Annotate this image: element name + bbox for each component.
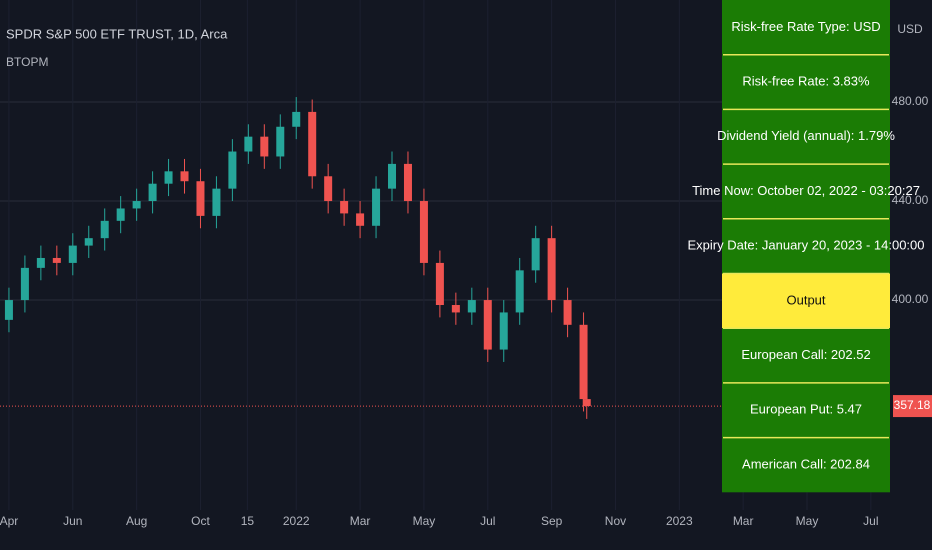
table-text: European Put: 5.47 [750, 402, 862, 417]
candle-body [260, 136, 269, 157]
candle-body [36, 257, 45, 268]
y-tick-label: 400.00 [892, 292, 929, 306]
table-cell [722, 109, 890, 165]
table-cell [722, 437, 890, 493]
chart-title: SPDR S&P 500 ETF TRUST, 1D, Arca [6, 26, 228, 41]
table-cell [722, 54, 890, 110]
x-tick-label: 15 [241, 514, 255, 528]
table-text: Risk-free Rate: 3.83% [742, 73, 870, 88]
table-text: Output [786, 292, 825, 307]
candle-body [579, 324, 588, 400]
table-cell [722, 218, 890, 274]
candle-body [212, 188, 221, 216]
x-tick-label: Apr [0, 514, 18, 528]
candle-body [68, 245, 77, 263]
candle-body [84, 238, 93, 246]
x-tick-label: May [796, 514, 819, 528]
table-cell [722, 273, 890, 329]
candle-body [467, 300, 476, 313]
candle-body [419, 201, 428, 263]
candle-body [4, 300, 13, 320]
table-text: Dividend Yield (annual): 1.79% [717, 128, 895, 143]
candle-body [483, 300, 492, 350]
candle-body [100, 220, 109, 239]
table-text: American Call: 202.84 [742, 456, 870, 471]
candle-body [244, 136, 253, 152]
x-tick-label: 2023 [666, 514, 693, 528]
candle-body [403, 163, 412, 202]
candle-body [228, 151, 237, 189]
table-cell [722, 164, 890, 219]
candle-body [547, 238, 556, 301]
candle-body [356, 213, 365, 226]
candle-body [563, 300, 572, 325]
table-text: Time Now: October 02, 2022 - 03:20:27 [692, 183, 920, 198]
candle-body [164, 171, 173, 184]
table-text: Risk-free Rate Type: USD [731, 19, 880, 34]
x-tick-label: Sep [541, 514, 563, 528]
candle-body [515, 270, 524, 313]
candle-body [148, 183, 157, 202]
table-cell [722, 382, 890, 438]
candle-body [292, 111, 301, 127]
table-cell [722, 328, 890, 383]
x-tick-label: Jul [480, 514, 495, 528]
candle-body [132, 201, 141, 209]
x-tick-label: Jun [63, 514, 82, 528]
x-tick-label: Aug [126, 514, 147, 528]
x-tick-label: Mar [733, 514, 754, 528]
last-price-box [893, 395, 932, 418]
candle-body [116, 208, 125, 221]
x-tick-label: Mar [350, 514, 371, 528]
candle-body [276, 126, 285, 157]
candle-body [20, 267, 29, 301]
candle-body [308, 111, 317, 177]
y-tick-label: 440.00 [892, 193, 929, 207]
candle-body [372, 188, 381, 226]
x-tick-label: Jul [863, 514, 878, 528]
y-tick-label: 480.00 [892, 94, 929, 108]
table-text: European Call: 202.52 [741, 347, 870, 362]
table-text: Expiry Date: January 20, 2023 - 14:00:00 [687, 238, 924, 253]
candle-body [499, 312, 508, 350]
indicator-name: BTOPM [6, 55, 48, 69]
candle-body [435, 262, 444, 306]
x-tick-label: May [413, 514, 436, 528]
candle-body [180, 171, 189, 182]
candle-body [52, 257, 61, 263]
x-tick-label: 2022 [283, 514, 310, 528]
candle-body [196, 181, 205, 216]
candle-body [451, 305, 460, 313]
candle-body [531, 238, 540, 271]
x-tick-label: Oct [191, 514, 210, 528]
candle-body [340, 201, 349, 214]
candle-body [388, 163, 397, 189]
candle-body [582, 399, 591, 407]
x-tick-label: Nov [605, 514, 626, 528]
last-price-label: 357.18 [894, 398, 931, 412]
table-cell [722, 0, 890, 55]
candle-body [324, 176, 333, 202]
y-unit: USD [897, 22, 923, 36]
